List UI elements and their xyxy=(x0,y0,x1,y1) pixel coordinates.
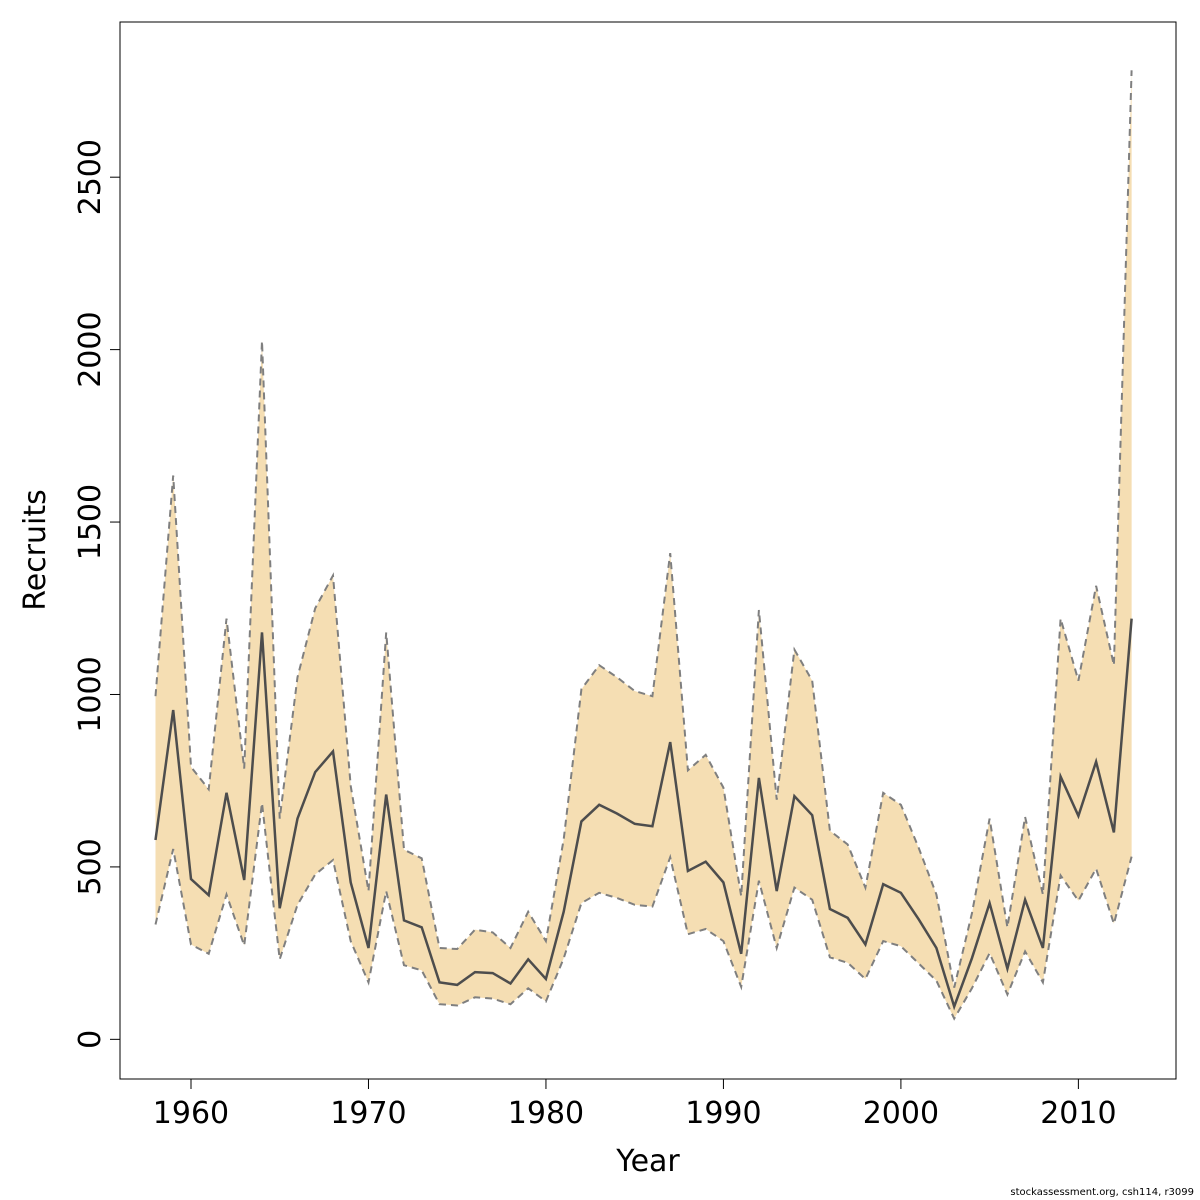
y-tick-label-2500: 2500 xyxy=(73,139,108,215)
lower-bound-line xyxy=(154,802,1133,1021)
x-tick-label-1990: 1990 xyxy=(685,1096,761,1131)
y-tick-label-1000: 1000 xyxy=(73,656,108,732)
series-line-layer xyxy=(154,70,1133,1021)
y-tick-label-1500: 1500 xyxy=(73,484,108,560)
x-tick-label-1960: 1960 xyxy=(153,1096,229,1131)
x-tick-label-1980: 1980 xyxy=(508,1096,584,1131)
y-axis: 0 500 1000 1500 2000 2500 xyxy=(73,139,120,1049)
y-axis-title: Recruits xyxy=(18,489,53,611)
x-axis: 1960 1970 1980 1990 2000 2010 xyxy=(153,1079,1117,1131)
x-axis-title: Year xyxy=(615,1144,680,1179)
y-tick-label-500: 500 xyxy=(73,838,108,895)
y-tick-label-2000: 2000 xyxy=(73,311,108,387)
upper-bound-line xyxy=(154,70,1133,988)
x-tick-label-1970: 1970 xyxy=(330,1096,406,1131)
x-tick-label-2000: 2000 xyxy=(863,1096,939,1131)
y-tick-label-0: 0 xyxy=(73,1030,108,1049)
estimate-line xyxy=(154,618,1133,1011)
x-tick-label-2010: 2010 xyxy=(1040,1096,1116,1131)
plot-frame xyxy=(119,21,1177,1080)
footer-credit: stockassessment.org, csh114, r3099 xyxy=(1010,1187,1194,1198)
